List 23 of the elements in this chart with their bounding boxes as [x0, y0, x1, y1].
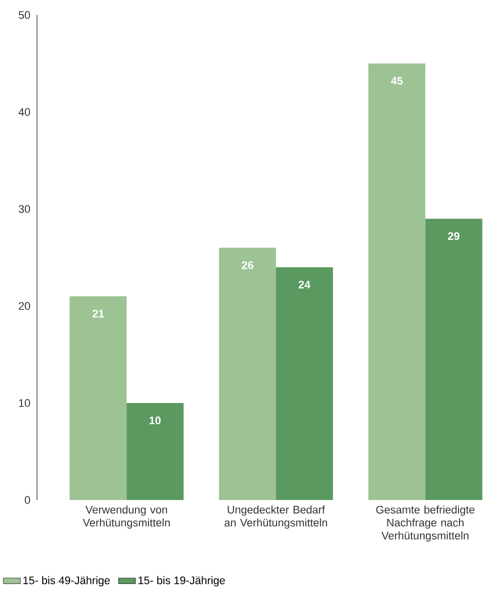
data-label: 10 [150, 416, 161, 424]
data-label: 29 [448, 232, 460, 240]
data-label: 26 [242, 261, 254, 270]
legend-label: 15- bis 19-Jährige [138, 576, 225, 586]
bar [276, 267, 333, 500]
bar [70, 296, 127, 500]
x-tick-label: Ungedeckter Bedarf an Verhütungsmitteln [224, 506, 328, 529]
x-tick-label: Gesamte befriedigte Nachfrage nach Verhütungsmitteln [376, 506, 474, 542]
y-tick-label: 50 [18, 11, 30, 19]
y-tick-label: 30 [18, 205, 30, 213]
data-label: 24 [298, 280, 310, 288]
bar [368, 63, 426, 500]
x-tick-label: Verwendung von Verhütungsmitteln [82, 506, 170, 529]
bar [425, 218, 482, 500]
bar [126, 402, 184, 500]
legend-label: 15- bis 49-Jährige [23, 576, 110, 586]
bar [218, 248, 276, 500]
y-tick-label: 10 [19, 399, 30, 407]
data-label: 21 [92, 310, 104, 318]
y-tick-label: 40 [18, 108, 30, 116]
data-label: 45 [391, 77, 403, 85]
y-tick-label: 20 [18, 302, 30, 310]
y-tick-label: 0 [24, 496, 30, 504]
